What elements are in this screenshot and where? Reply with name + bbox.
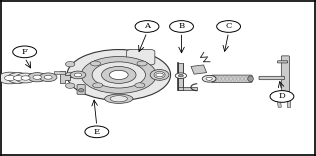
Ellipse shape <box>105 94 133 103</box>
Circle shape <box>137 61 147 66</box>
Circle shape <box>90 61 100 66</box>
Ellipse shape <box>154 71 165 78</box>
Text: C: C <box>225 22 232 30</box>
Circle shape <box>44 75 52 79</box>
Polygon shape <box>179 87 197 90</box>
Circle shape <box>67 50 171 100</box>
Polygon shape <box>179 63 183 90</box>
FancyBboxPatch shape <box>281 56 289 100</box>
Ellipse shape <box>65 83 75 88</box>
Circle shape <box>4 75 15 81</box>
Ellipse shape <box>248 76 253 82</box>
Text: B: B <box>179 22 185 30</box>
Ellipse shape <box>65 72 75 78</box>
Text: D: D <box>279 93 285 100</box>
Circle shape <box>175 73 186 78</box>
FancyBboxPatch shape <box>277 61 288 63</box>
Circle shape <box>135 21 159 32</box>
Circle shape <box>0 72 22 84</box>
FancyBboxPatch shape <box>211 75 252 83</box>
Ellipse shape <box>150 70 169 80</box>
Circle shape <box>156 73 163 77</box>
Text: F: F <box>22 48 27 56</box>
Ellipse shape <box>210 76 216 82</box>
Ellipse shape <box>78 89 84 92</box>
FancyBboxPatch shape <box>77 85 85 94</box>
Circle shape <box>202 75 216 82</box>
Circle shape <box>7 73 29 83</box>
Circle shape <box>270 91 294 102</box>
Circle shape <box>40 73 57 82</box>
Circle shape <box>217 21 240 32</box>
Circle shape <box>101 66 136 83</box>
Circle shape <box>74 73 82 77</box>
Circle shape <box>28 73 46 82</box>
Circle shape <box>13 46 37 58</box>
Circle shape <box>92 62 145 88</box>
Polygon shape <box>60 71 70 83</box>
Circle shape <box>15 73 36 83</box>
Text: E: E <box>94 128 100 136</box>
Circle shape <box>93 83 103 88</box>
Circle shape <box>179 74 183 77</box>
Polygon shape <box>54 71 65 74</box>
FancyBboxPatch shape <box>259 76 284 80</box>
Polygon shape <box>277 100 281 107</box>
Circle shape <box>70 71 86 79</box>
Circle shape <box>135 83 145 88</box>
Circle shape <box>170 21 193 32</box>
Circle shape <box>206 77 212 80</box>
Ellipse shape <box>65 61 75 67</box>
Ellipse shape <box>110 96 127 102</box>
Circle shape <box>85 126 109 138</box>
Circle shape <box>33 75 41 79</box>
Polygon shape <box>287 100 290 107</box>
Circle shape <box>21 76 30 80</box>
FancyBboxPatch shape <box>127 50 155 65</box>
Text: A: A <box>144 22 150 30</box>
Circle shape <box>13 76 23 80</box>
Circle shape <box>109 70 128 80</box>
Circle shape <box>81 56 156 93</box>
Polygon shape <box>191 65 207 74</box>
